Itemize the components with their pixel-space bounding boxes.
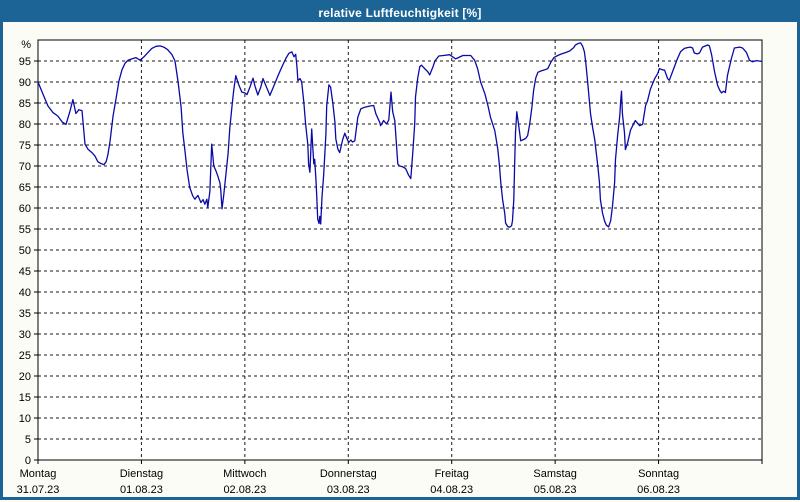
svg-text:04.08.23: 04.08.23	[430, 484, 473, 496]
svg-text:%: %	[21, 39, 31, 51]
svg-text:Montag: Montag	[20, 468, 57, 480]
svg-text:60: 60	[19, 203, 31, 215]
humidity-line-chart: 0 5 10 15 20 25 30 35 40 45 50 55 60 65 70 75 80 85 90 95% M…	[3, 22, 797, 497]
svg-text:06.08.23: 06.08.23	[637, 484, 680, 496]
svg-text:03.08.23: 03.08.23	[327, 484, 370, 496]
svg-text:35: 35	[19, 308, 31, 320]
svg-text:Samstag: Samstag	[533, 468, 576, 480]
chart-area: 0 5 10 15 20 25 30 35 40 45 50 55 60 65 70 75 80 85 90 95% M…	[3, 22, 797, 497]
svg-text:40: 40	[19, 287, 31, 299]
svg-text:02.08.23: 02.08.23	[223, 484, 266, 496]
svg-text:Dienstag: Dienstag	[120, 468, 163, 480]
svg-text:75: 75	[19, 140, 31, 152]
svg-text:10: 10	[19, 413, 31, 425]
window-title: relative Luftfeuchtigkeit [%]	[318, 6, 481, 20]
svg-text:15: 15	[19, 392, 31, 404]
svg-text:70: 70	[19, 161, 31, 173]
svg-text:25: 25	[19, 350, 31, 362]
svg-text:20: 20	[19, 371, 31, 383]
svg-text:45: 45	[19, 266, 31, 278]
svg-text:55: 55	[19, 224, 31, 236]
svg-text:Sonntag: Sonntag	[638, 468, 679, 480]
svg-text:50: 50	[19, 245, 31, 257]
svg-text:5: 5	[25, 434, 31, 446]
svg-text:Mittwoch: Mittwoch	[223, 468, 266, 480]
svg-text:65: 65	[19, 182, 31, 194]
svg-text:05.08.23: 05.08.23	[534, 484, 577, 496]
svg-text:85: 85	[19, 98, 31, 110]
title-bar: relative Luftfeuchtigkeit [%]	[3, 3, 797, 22]
svg-text:80: 80	[19, 119, 31, 131]
svg-text:30: 30	[19, 329, 31, 341]
svg-text:Donnerstag: Donnerstag	[320, 468, 377, 480]
svg-text:Freitag: Freitag	[435, 468, 469, 480]
svg-text:31.07.23: 31.07.23	[17, 484, 60, 496]
svg-text:90: 90	[19, 77, 31, 89]
svg-text:0: 0	[25, 455, 31, 467]
svg-text:01.08.23: 01.08.23	[120, 484, 163, 496]
svg-text:95: 95	[19, 56, 31, 68]
